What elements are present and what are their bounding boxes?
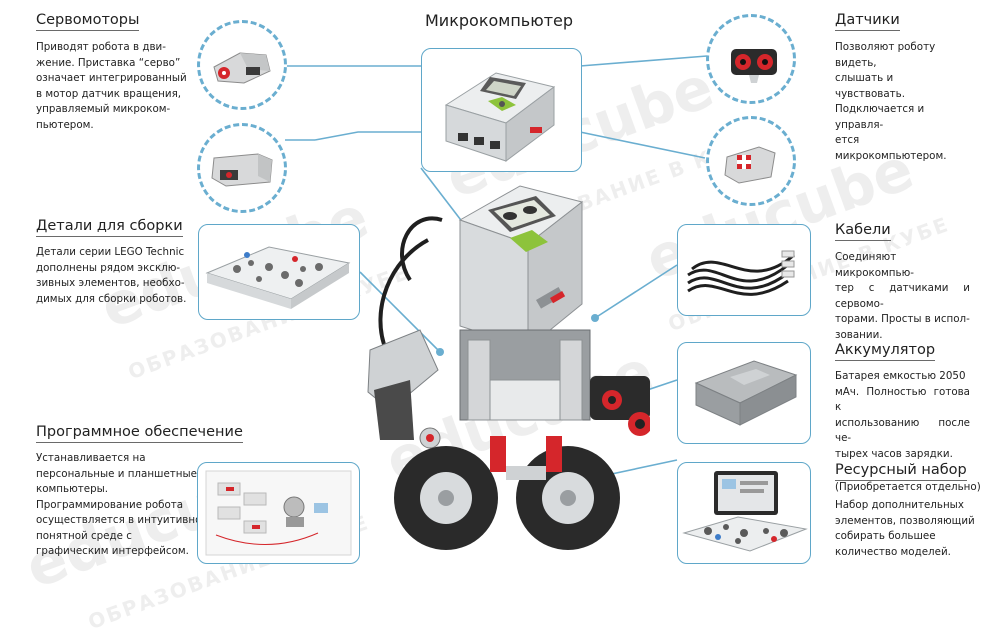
desc-line: Подключается и управля- <box>835 103 925 131</box>
desc-line: персональные и планшетные <box>36 467 197 480</box>
desc-line: Программирование робота <box>36 498 184 511</box>
robot-wheels <box>394 436 620 550</box>
battery-heading: Аккумулятор <box>835 342 936 361</box>
software-description: Устанавливается на персональные и планше… <box>36 451 206 560</box>
robot-brick <box>458 185 584 350</box>
servomotors-description: Приводят робота в дви- жение. Приставка … <box>36 40 188 133</box>
desc-line: ется микрокомпьютером. <box>835 134 947 162</box>
software-screenshot-icon <box>205 470 352 556</box>
desc-line: торами. Просты в испол- <box>835 313 970 325</box>
desc-line: управляемый микроком- <box>36 103 171 115</box>
desc-line: тер с датчиками и сервомо- <box>835 282 970 310</box>
touch-sensor-icon <box>724 146 776 184</box>
desc-line: тырех часов зарядки. <box>835 447 953 460</box>
software-box <box>197 462 360 564</box>
large-motor-icon <box>213 52 271 84</box>
parts-box <box>198 224 360 320</box>
desc-line: Батарея емкостью 2050 <box>835 370 966 382</box>
resource-kit-subheading: (Приобретается отдельно) <box>835 481 981 493</box>
desc-line: пьютером. <box>36 118 94 131</box>
desc-line: означает интегрированный <box>36 72 187 84</box>
robot-right-sensor <box>590 376 650 436</box>
page-title: Микрокомпьютер <box>425 11 574 30</box>
cables-box <box>677 224 811 316</box>
parts-heading: Детали для сборки <box>36 218 183 237</box>
ultrasonic-sensor-image <box>706 14 796 104</box>
resource-kit-description: Набор дополнительных элементов, позволяю… <box>835 498 975 560</box>
software-heading: Программное обеспечение <box>36 424 243 443</box>
desc-line: Набор дополнительных <box>835 499 964 511</box>
sensors-heading: Датчики <box>835 12 900 31</box>
desc-line: мАч. Полностью готова к <box>835 385 970 414</box>
parts-tray-icon <box>205 246 351 309</box>
battery-box <box>677 342 811 444</box>
cables-description: Соединяют микрокомпью- тер с датчиками и… <box>835 250 970 343</box>
battery-description: Батарея емкостью 2050 мАч. Полностью гот… <box>835 369 970 462</box>
resource-kit-heading: Ресурсный набор <box>835 462 967 481</box>
desc-line: количество моделей. <box>835 545 951 558</box>
desc-line: Приводят робота в дви- <box>36 41 166 53</box>
large-motor-image <box>197 20 287 110</box>
robot-left-arm <box>367 329 441 449</box>
desc-line: димых для сборки роботов. <box>36 292 187 305</box>
resource-kit-icon <box>682 471 808 552</box>
cables-icon <box>687 250 795 296</box>
desc-line: осуществляется в интуитивно <box>36 514 202 526</box>
desc-line: Соединяют микрокомпью- <box>835 251 914 279</box>
cables-heading: Кабели <box>835 222 891 241</box>
sensors-description: Позволяют роботу видеть, слышать и чувст… <box>835 40 965 164</box>
medium-motor-image <box>197 123 287 213</box>
desc-line: зивных элементов, необхо- <box>36 277 185 289</box>
ultrasonic-sensor-icon <box>731 49 777 83</box>
desc-line: дополнены рядом эксклю- <box>36 261 181 274</box>
desc-line: элементов, позволяющий <box>835 514 975 527</box>
desc-line: Устанавливается на <box>36 452 146 464</box>
touch-sensor-image <box>706 116 796 206</box>
desc-line: Позволяют роботу видеть, <box>835 41 936 69</box>
desc-line: понятной среде с <box>36 529 132 542</box>
desc-line: жение. Приставка “серво” <box>36 56 181 69</box>
parts-description: Детали серии LEGO Technic дополнены рядо… <box>36 245 188 307</box>
resource-kit-box <box>677 462 811 564</box>
desc-line: слышать и чувствовать. <box>835 72 905 100</box>
ev3-brick-icon <box>444 72 556 162</box>
desc-line: зовании. <box>835 328 883 341</box>
ev3-brick-box <box>421 48 582 172</box>
desc-line: компьютеры. <box>36 483 109 495</box>
desc-line: Детали серии LEGO Technic <box>36 246 185 258</box>
medium-motor-icon <box>211 153 273 187</box>
servomotors-heading: Сервомоторы <box>36 12 140 31</box>
desc-line: в мотор датчик вращения, <box>36 87 182 100</box>
desc-line: графическим интерфейсом. <box>36 545 189 557</box>
desc-line: использованию после че- <box>835 416 970 445</box>
battery-icon <box>694 360 798 426</box>
desc-line: собирать большее <box>835 530 936 542</box>
robot-body <box>459 329 591 421</box>
robot-image <box>367 185 650 550</box>
